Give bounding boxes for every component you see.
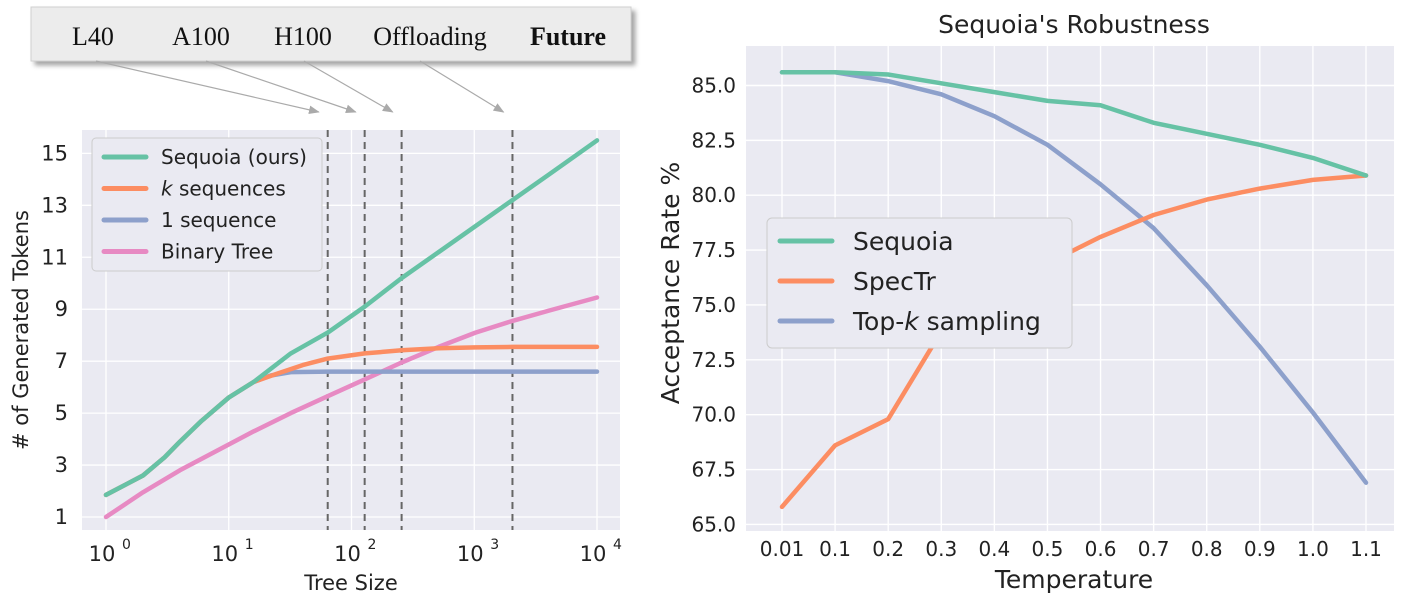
y-tick-label: 65.0	[691, 512, 736, 536]
y-axis-label: # of Generated Tokens	[9, 210, 33, 450]
y-tick-label: 75.0	[691, 293, 736, 317]
x-tick-exponent: 0	[122, 537, 131, 553]
x-tick-label: 10	[457, 542, 484, 566]
y-tick-label: 67.5	[691, 458, 736, 482]
x-tick-label: 0.4	[978, 537, 1010, 561]
y-tick-label: 77.5	[691, 238, 736, 262]
hardware-arrow	[303, 60, 394, 113]
x-tick-label: 1.0	[1297, 537, 1329, 561]
x-tick-exponent: 1	[245, 537, 254, 553]
series-line	[103, 295, 600, 520]
x-tick-label: 0.6	[1085, 537, 1117, 561]
hardware-markers	[326, 130, 514, 530]
hardware-label: Offloading	[373, 22, 487, 51]
legend: Sequoia SpecTr Top-k sampling	[766, 217, 1073, 349]
legend-label: Binary Tree	[161, 240, 273, 264]
legend-frame	[766, 217, 1073, 349]
y-tick-label: 1	[55, 505, 68, 529]
x-tick-label: 10	[89, 542, 116, 566]
y-tick-label: 13	[41, 193, 68, 217]
y-tick-label: 5	[55, 401, 68, 425]
legend-label: Top-k sampling	[852, 307, 1041, 336]
series-line	[779, 70, 1369, 178]
y-tick-labels: 65.0 67.5 70.0 72.5 75.0 77.5 80.0 82.5 85.0	[691, 74, 736, 537]
y-tick-label: 85.0	[691, 74, 736, 98]
x-tick-exponent: 3	[490, 537, 499, 553]
legend-label: k sequences	[161, 177, 286, 201]
hardware-label: L40	[72, 22, 114, 51]
hardware-label: Future	[530, 22, 606, 51]
hardware-label-box: L40 A100 H100 Offloading Future	[30, 6, 632, 115]
x-tick-label: 0.2	[872, 537, 904, 561]
y-tick-label: 72.5	[691, 348, 736, 372]
x-tick-label: 10	[211, 542, 238, 566]
x-tick-label: 1.1	[1350, 537, 1382, 561]
series-line	[103, 138, 600, 498]
legend-label: Sequoia	[853, 227, 954, 256]
legend: Sequoia (ours) k sequences 1 sequence Binar…	[91, 137, 323, 272]
legend-label: 1 sequence	[161, 208, 276, 232]
y-tick-label: 82.5	[691, 128, 736, 152]
hardware-label: H100	[274, 22, 332, 51]
y-tick-label: 15	[41, 141, 68, 165]
legend-label: SpecTr	[853, 267, 936, 296]
y-tick-label: 3	[55, 453, 68, 477]
y-tick-label: 80.0	[691, 183, 736, 207]
x-tick-label: 10	[580, 542, 607, 566]
robustness-chart: Sequoia's Robustness 65.0 67.5 70.0 72.5 75.…	[656, 10, 1394, 594]
y-axis-label: Acceptance Rate %	[656, 162, 685, 404]
x-tick-label: 0.8	[1191, 537, 1223, 561]
legend-frame	[91, 137, 323, 272]
y-tick-label: 70.0	[691, 403, 736, 427]
hardware-label: A100	[172, 22, 230, 51]
hardware-arrow	[205, 60, 357, 113]
hardware-arrows	[95, 60, 505, 115]
x-tick-label: 0.9	[1244, 537, 1276, 561]
legend-label: Sequoia (ours)	[161, 145, 307, 169]
hardware-arrow	[95, 60, 320, 115]
y-tick-label: 9	[55, 297, 68, 321]
x-tick-exponent: 4	[613, 537, 622, 553]
y-tick-label: 7	[55, 349, 68, 373]
series-lines	[103, 138, 600, 520]
x-tick-labels: 0.01 0.1 0.2 0.3 0.4 0.5 0.6 0.7 0.8 0.9 1.0 1.1	[760, 537, 1382, 561]
x-axis-label: Tree Size	[303, 571, 398, 595]
chart-title: Sequoia's Robustness	[938, 10, 1210, 39]
x-tick-exponent: 2	[368, 537, 377, 553]
x-tick-labels: 10 0 10 1 10 2 10 3 10 4	[89, 537, 622, 566]
series-line	[779, 70, 1369, 485]
series-lines	[779, 70, 1369, 510]
series-line	[779, 173, 1369, 510]
x-tick-label: 10	[334, 542, 361, 566]
hardware-box-frame	[30, 6, 632, 62]
hardware-arrow	[419, 60, 505, 113]
y-tick-label: 11	[41, 245, 68, 269]
x-tick-label: 0.3	[925, 537, 957, 561]
x-axis-label: Temperature	[994, 565, 1153, 594]
x-tick-label: 0.1	[819, 537, 851, 561]
x-tick-label: 0.7	[1138, 537, 1170, 561]
x-tick-label: 0.01	[760, 537, 805, 561]
x-tick-label: 0.5	[1032, 537, 1064, 561]
